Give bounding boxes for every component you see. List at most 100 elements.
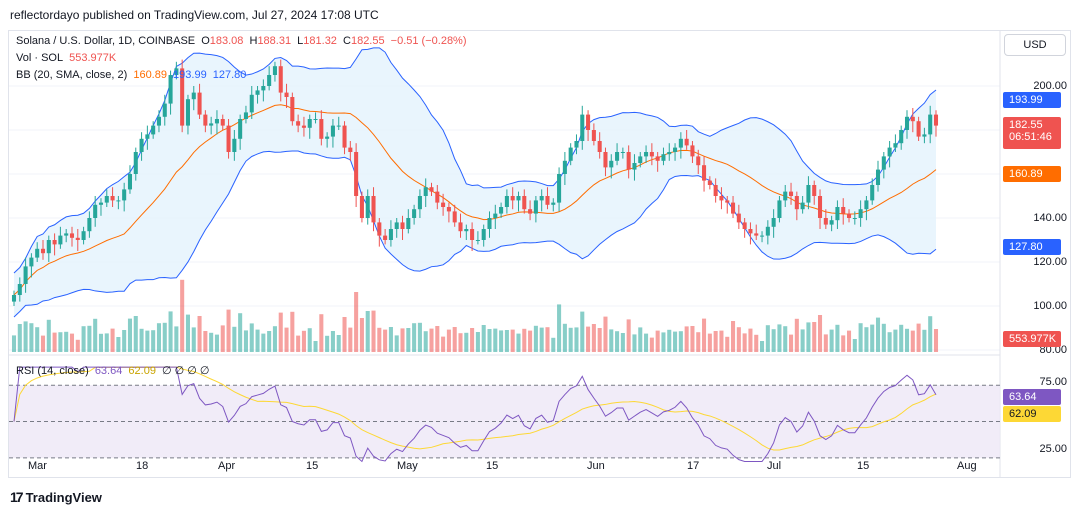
volume-bar (243, 330, 248, 352)
rsi-label[interactable]: RSI (14, close) (16, 365, 89, 377)
volume-bar (168, 311, 173, 352)
candle-body (11, 295, 17, 302)
candle-body (429, 187, 434, 192)
candle-body (243, 112, 248, 119)
volume-bar (116, 337, 121, 352)
volume-bar (29, 323, 34, 352)
candle-body (760, 235, 765, 237)
candle-body (336, 125, 341, 127)
volume-bar (817, 315, 823, 352)
last-price-value: 182.55 (1009, 119, 1043, 131)
currency-selector[interactable]: USD (1004, 34, 1066, 56)
candle-body (678, 138, 683, 148)
volume-bar (638, 327, 643, 352)
candle-body (580, 114, 585, 141)
volume-bar (933, 329, 939, 352)
volume-bar (261, 333, 266, 352)
volume-bar (754, 334, 759, 352)
volume-bar (597, 328, 602, 352)
x-tick-label: 15 (486, 460, 499, 472)
volume-bar (417, 322, 422, 352)
candle-body (272, 66, 277, 75)
candle-body (139, 138, 144, 152)
volume-bar (11, 335, 17, 352)
candle-body (87, 218, 92, 232)
candle-body (17, 284, 22, 295)
bb-label[interactable]: BB (20, SMA, close, 2) (16, 69, 128, 81)
price-tick: 120.00 (1033, 256, 1067, 268)
volume-bar (371, 310, 376, 352)
volume-bar (319, 314, 324, 352)
volume-bar (145, 330, 150, 352)
chart-frame[interactable] (8, 30, 1071, 478)
bb-upper-value: 193.99 (173, 69, 207, 81)
volume-bar (493, 328, 498, 352)
last-price-tag: 182.55 06:51:46 (1003, 117, 1061, 149)
candle-body (887, 147, 892, 157)
candle-body (162, 103, 167, 117)
chart-canvas[interactable] (0, 0, 1080, 480)
candle-body (122, 189, 127, 201)
symbol-label[interactable]: Solana / U.S. Dollar, 1D, COINBASE (16, 35, 196, 47)
candle-body (875, 169, 881, 185)
volume-bar (267, 331, 272, 352)
bb-basis-line (13, 104, 937, 296)
volume-bar (783, 326, 788, 352)
volume-bar (609, 329, 614, 352)
candle-body (29, 257, 34, 267)
candle-body (574, 141, 579, 148)
low-value: 181.32 (303, 35, 337, 47)
candle-body (23, 266, 28, 284)
price-tick: 100.00 (1033, 300, 1067, 312)
volume-bar (603, 316, 608, 352)
candle-body (423, 187, 428, 196)
volume-bar (325, 335, 330, 352)
volume-bar (580, 311, 585, 352)
volume-bar (290, 311, 295, 352)
volume-legend: Vol · SOL 553.977K (16, 52, 119, 64)
candle-body (852, 218, 857, 219)
candle-body (841, 207, 846, 214)
candle-body (690, 145, 695, 157)
volume-bar (615, 331, 620, 352)
x-tick-label: 17 (687, 460, 700, 472)
candle-body (383, 235, 388, 240)
price-tick: 140.00 (1033, 212, 1067, 224)
volume-bar (313, 341, 318, 352)
volume-bar (864, 327, 869, 352)
volume-bar (661, 332, 666, 352)
brand[interactable]: 17 TradingView (10, 489, 102, 505)
price-tick: 80.00 (1039, 344, 1067, 356)
ohlc-legend: Solana / U.S. Dollar, 1D, COINBASE O183.… (16, 35, 470, 47)
x-tick-label: Aug (957, 460, 977, 472)
rsi-tick: 75.00 (1039, 376, 1067, 388)
volume-bar (777, 324, 782, 352)
volume-bar (487, 329, 492, 352)
candle-body (151, 125, 156, 135)
candle-body (864, 200, 869, 210)
candle-body (904, 116, 910, 130)
volume-bar (499, 330, 504, 352)
candle-body (933, 114, 939, 126)
volume-label[interactable]: Vol · SOL (16, 52, 64, 64)
candle-body (777, 200, 782, 218)
volume-bar (151, 330, 156, 352)
candle-body (597, 141, 602, 152)
candle-body (684, 138, 689, 146)
volume-bar (203, 331, 208, 352)
volume-bar (806, 322, 811, 352)
bb-basis-tag: 160.89 (1003, 166, 1061, 182)
x-tick-label: 15 (857, 460, 870, 472)
candle-body (620, 152, 625, 153)
candle-body (719, 196, 724, 201)
volume-bar (423, 331, 428, 352)
volume-bar (852, 339, 857, 352)
volume-bar (69, 333, 75, 352)
candle-body (203, 114, 208, 126)
rsi-tick: 25.00 (1039, 443, 1067, 455)
volume-bar (562, 323, 567, 352)
candle-body (110, 196, 115, 201)
candle-body (504, 196, 509, 207)
candle-body (528, 209, 533, 214)
candle-body (359, 196, 364, 218)
